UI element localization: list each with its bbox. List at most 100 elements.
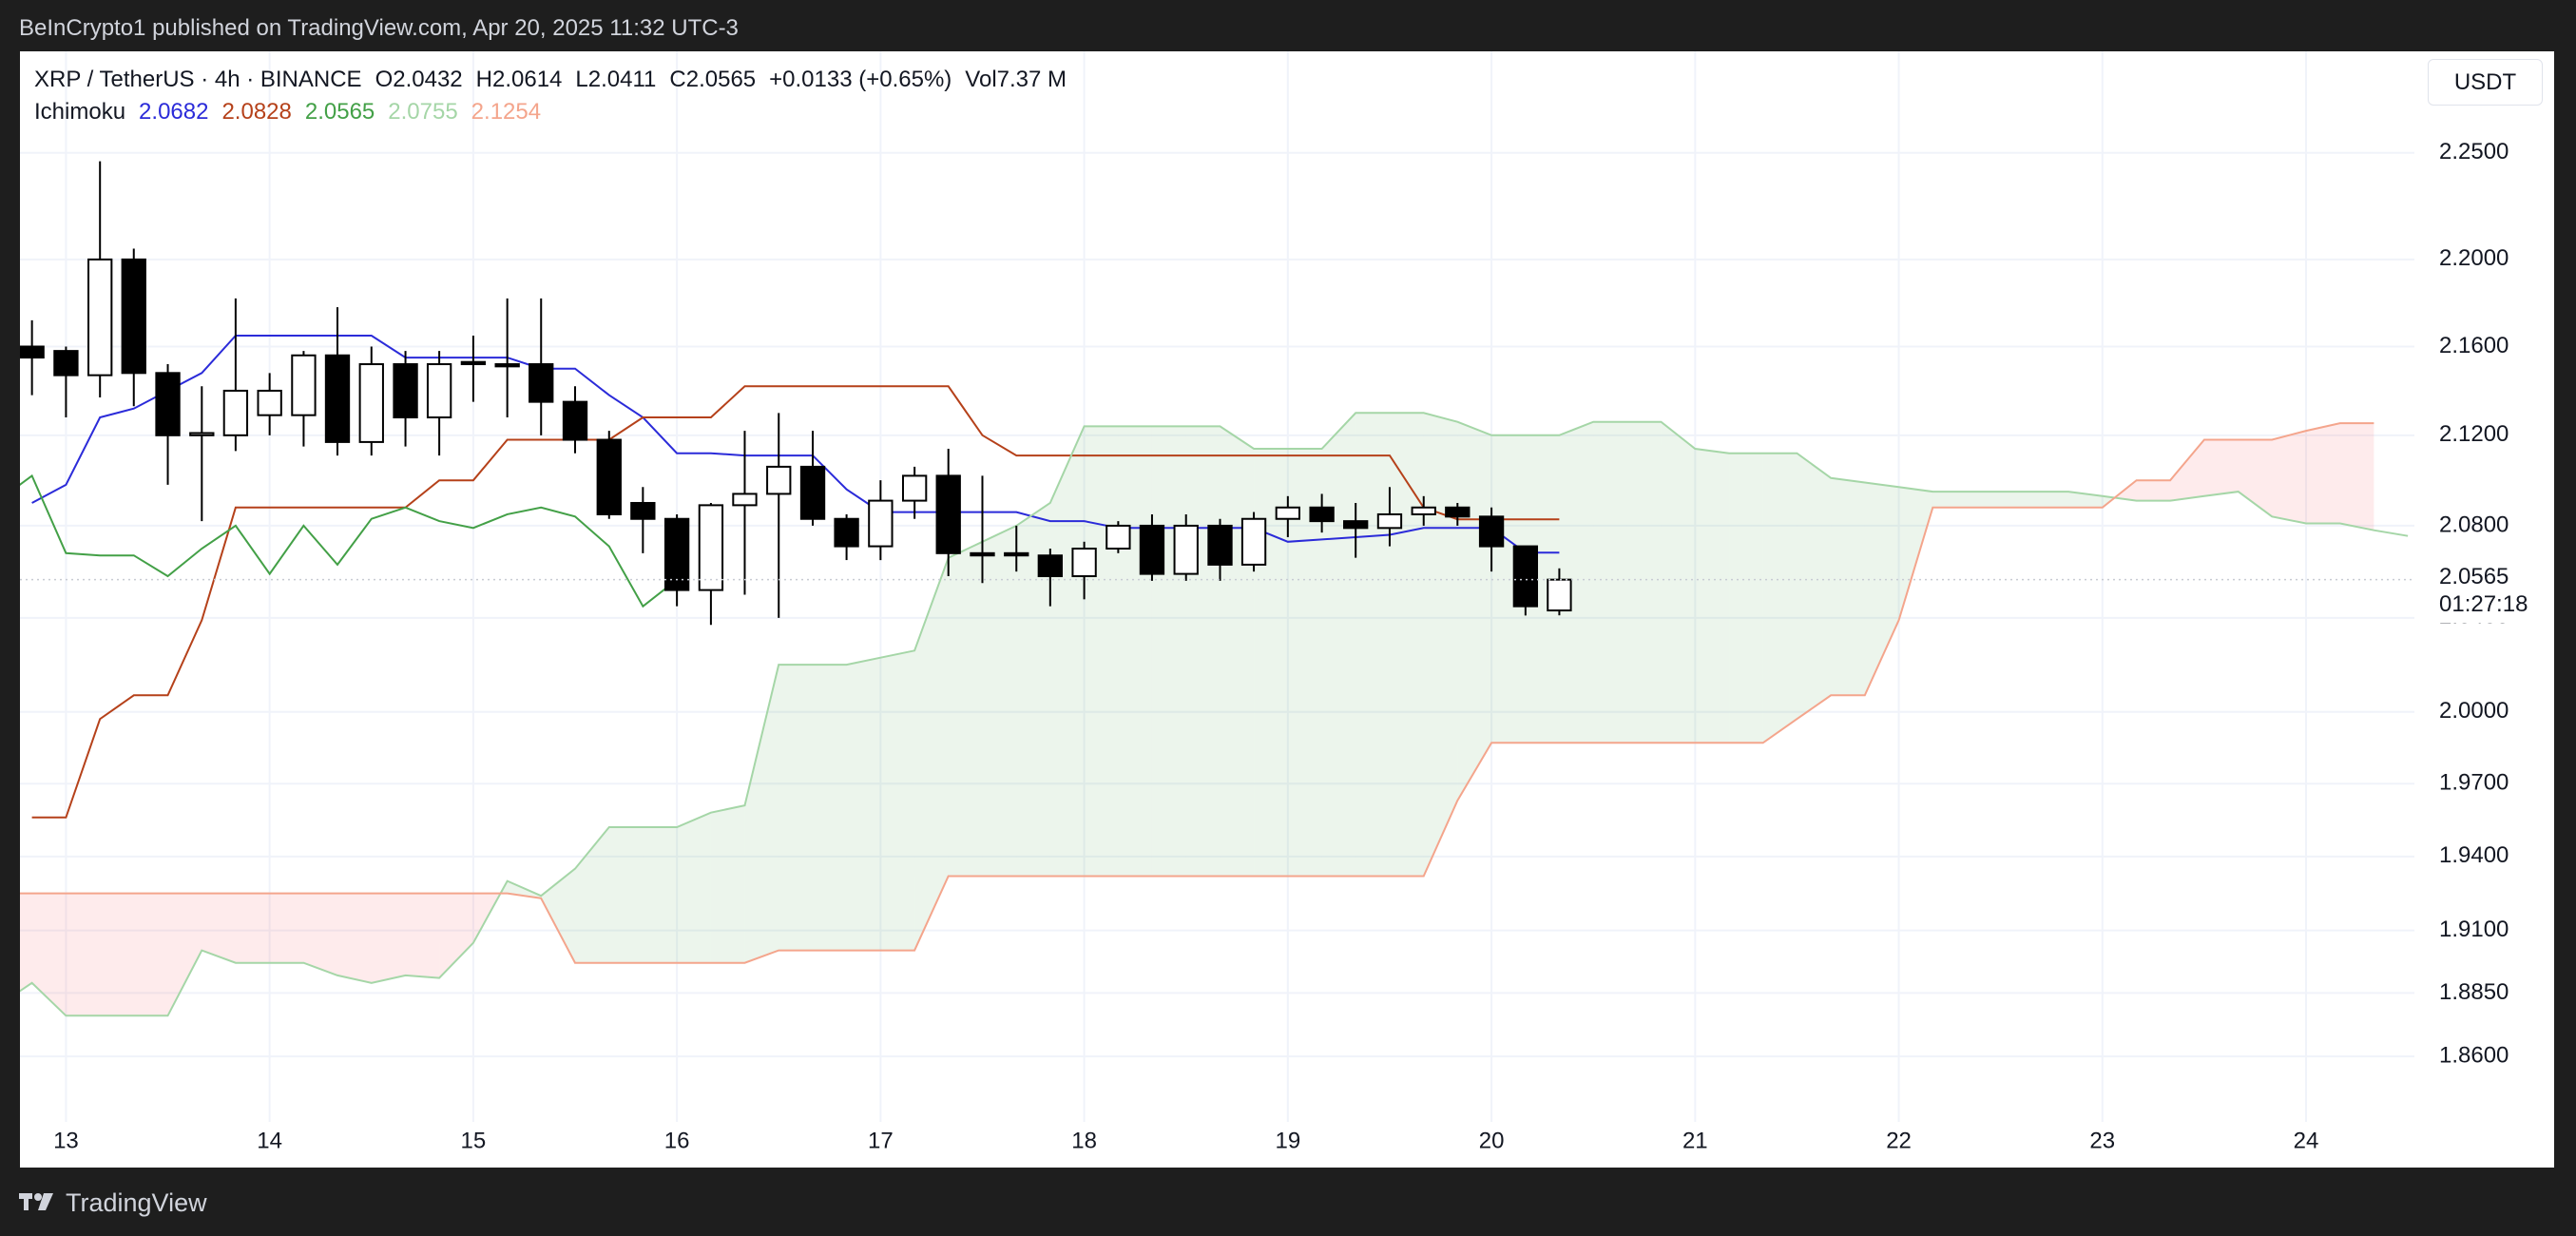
- cloud-fill: [2272, 431, 2307, 524]
- cloud-fill: [1831, 477, 1865, 696]
- x-tick-label: 17: [868, 1128, 894, 1153]
- x-tick-label: 13: [53, 1128, 79, 1153]
- cloud-fill: [2170, 439, 2204, 501]
- cloud-fill: [1321, 413, 1356, 877]
- candle-body: [222, 389, 249, 436]
- y-tick-label: 1.8850: [2439, 979, 2509, 1005]
- candle-body: [698, 504, 724, 591]
- cloud-fill: [269, 893, 304, 963]
- currency-button[interactable]: USDT: [2428, 59, 2543, 106]
- indicator-value: 2.0682: [139, 99, 209, 125]
- value: 2.0411: [587, 67, 657, 92]
- candle-body: [732, 492, 758, 507]
- indicator-line: [20, 412, 2409, 1017]
- cloud-fill: [1049, 426, 1085, 877]
- y-tick-label: 2.2000: [2439, 245, 2509, 271]
- candle-body: [630, 501, 656, 520]
- x-tick-label: 22: [1886, 1128, 1912, 1153]
- cloud-fill: [846, 657, 881, 951]
- cloud-fill: [66, 893, 101, 1016]
- ohlc-open: O 2.0432: [375, 67, 463, 93]
- candle-body: [393, 363, 418, 419]
- label: Vol: [965, 67, 997, 92]
- candle-body: [868, 499, 894, 548]
- cloud-fill: [608, 827, 644, 963]
- axes: 13 14 15 16 17 18 19 20 21 22 23 24 2.2500 2.2000 2.16…: [53, 139, 2550, 1153]
- label: H: [475, 67, 492, 92]
- cloud-fill: [643, 827, 678, 963]
- cloud-fill: [948, 541, 983, 877]
- ohlc-low: L 2.0411: [575, 67, 656, 93]
- indicator-value: 2.0755: [388, 99, 458, 125]
- x-tick-label: 23: [2089, 1128, 2115, 1153]
- value: 2.0565: [685, 67, 757, 92]
- cloud-fill: [1797, 453, 1832, 720]
- candle-body: [189, 432, 215, 436]
- candle-body: [291, 354, 317, 416]
- cloud-fill: [100, 893, 134, 1016]
- candle-body: [596, 438, 622, 515]
- candle-body: [1512, 545, 1539, 608]
- cloud-fill: [1287, 448, 1322, 877]
- y-tick-label: 2.1600: [2439, 333, 2509, 358]
- indicator-name: Ichimoku: [34, 99, 126, 125]
- cloud-fill: [1423, 413, 1458, 877]
- y-tick-label: 2.2500: [2439, 139, 2509, 164]
- x-tick-label: 14: [257, 1128, 282, 1153]
- indicator-legend: Ichimoku 2.0682 2.0828 2.0565 2.0755 2.1254: [34, 99, 541, 126]
- candle-body: [460, 360, 487, 366]
- x-tick-label: 19: [1275, 1128, 1300, 1153]
- cloud-fill: [1932, 492, 1967, 508]
- last-price-label-bg: [2422, 562, 2550, 624]
- brand: TradingView: [66, 1188, 207, 1217]
- cloud-fill: [31, 893, 67, 1016]
- cloud-fill: [1084, 426, 1119, 877]
- cloud-fill: [1661, 421, 1696, 744]
- candle-body: [1105, 524, 1131, 550]
- ohlc-high: H 2.0614: [476, 67, 563, 93]
- cloud-fill: [2306, 423, 2340, 524]
- candle-body: [53, 350, 79, 377]
- cloud-fill: [982, 525, 1017, 877]
- candle-body: [1037, 554, 1063, 578]
- cloud-fill: [1898, 487, 1933, 621]
- cloud-fill: [744, 665, 779, 963]
- cloud-fill: [1729, 453, 1763, 744]
- change: +0.0133 (+0.65%): [769, 67, 952, 92]
- cloud-fill: [371, 893, 406, 983]
- publish-info: BeInCrypto1 published on TradingView.com…: [19, 15, 739, 41]
- candle-body: [562, 400, 588, 441]
- y-tick-label: 1.9100: [2439, 917, 2509, 942]
- value: 7.37 M: [996, 67, 1067, 92]
- candle-body: [1376, 512, 1403, 530]
- value: 2.0432: [393, 67, 463, 92]
- x-tick-label: 21: [1682, 1128, 1708, 1153]
- candle-body: [1275, 506, 1301, 520]
- cloud-fill: [1559, 421, 1594, 744]
- candle-body: [1309, 506, 1335, 523]
- indicator-value: 2.0565: [304, 99, 375, 125]
- cloud-fill: [779, 665, 814, 951]
- cloud-fill: [1491, 435, 1526, 744]
- cloud-fill: [1016, 502, 1050, 877]
- cloud-fill: [880, 650, 915, 951]
- cloud-fill: [133, 893, 168, 1016]
- countdown: 01:27:18: [2439, 591, 2528, 617]
- candle-body: [1139, 524, 1165, 575]
- candle-body: [529, 363, 554, 403]
- cloud-fill: [2203, 439, 2239, 496]
- candle-body: [324, 354, 351, 443]
- cloud-fill: [1220, 426, 1255, 877]
- candle-body: [257, 389, 282, 416]
- label: L: [575, 67, 588, 92]
- cloud-fill: [1593, 421, 1627, 744]
- cloud-fill: [405, 893, 440, 978]
- label: O: [375, 67, 394, 92]
- cloud-fill: [1457, 421, 1492, 801]
- indicator-line: [20, 473, 678, 608]
- cloud-fill: [1118, 426, 1152, 877]
- candle-body: [935, 474, 961, 554]
- cloud-fill: [336, 893, 372, 983]
